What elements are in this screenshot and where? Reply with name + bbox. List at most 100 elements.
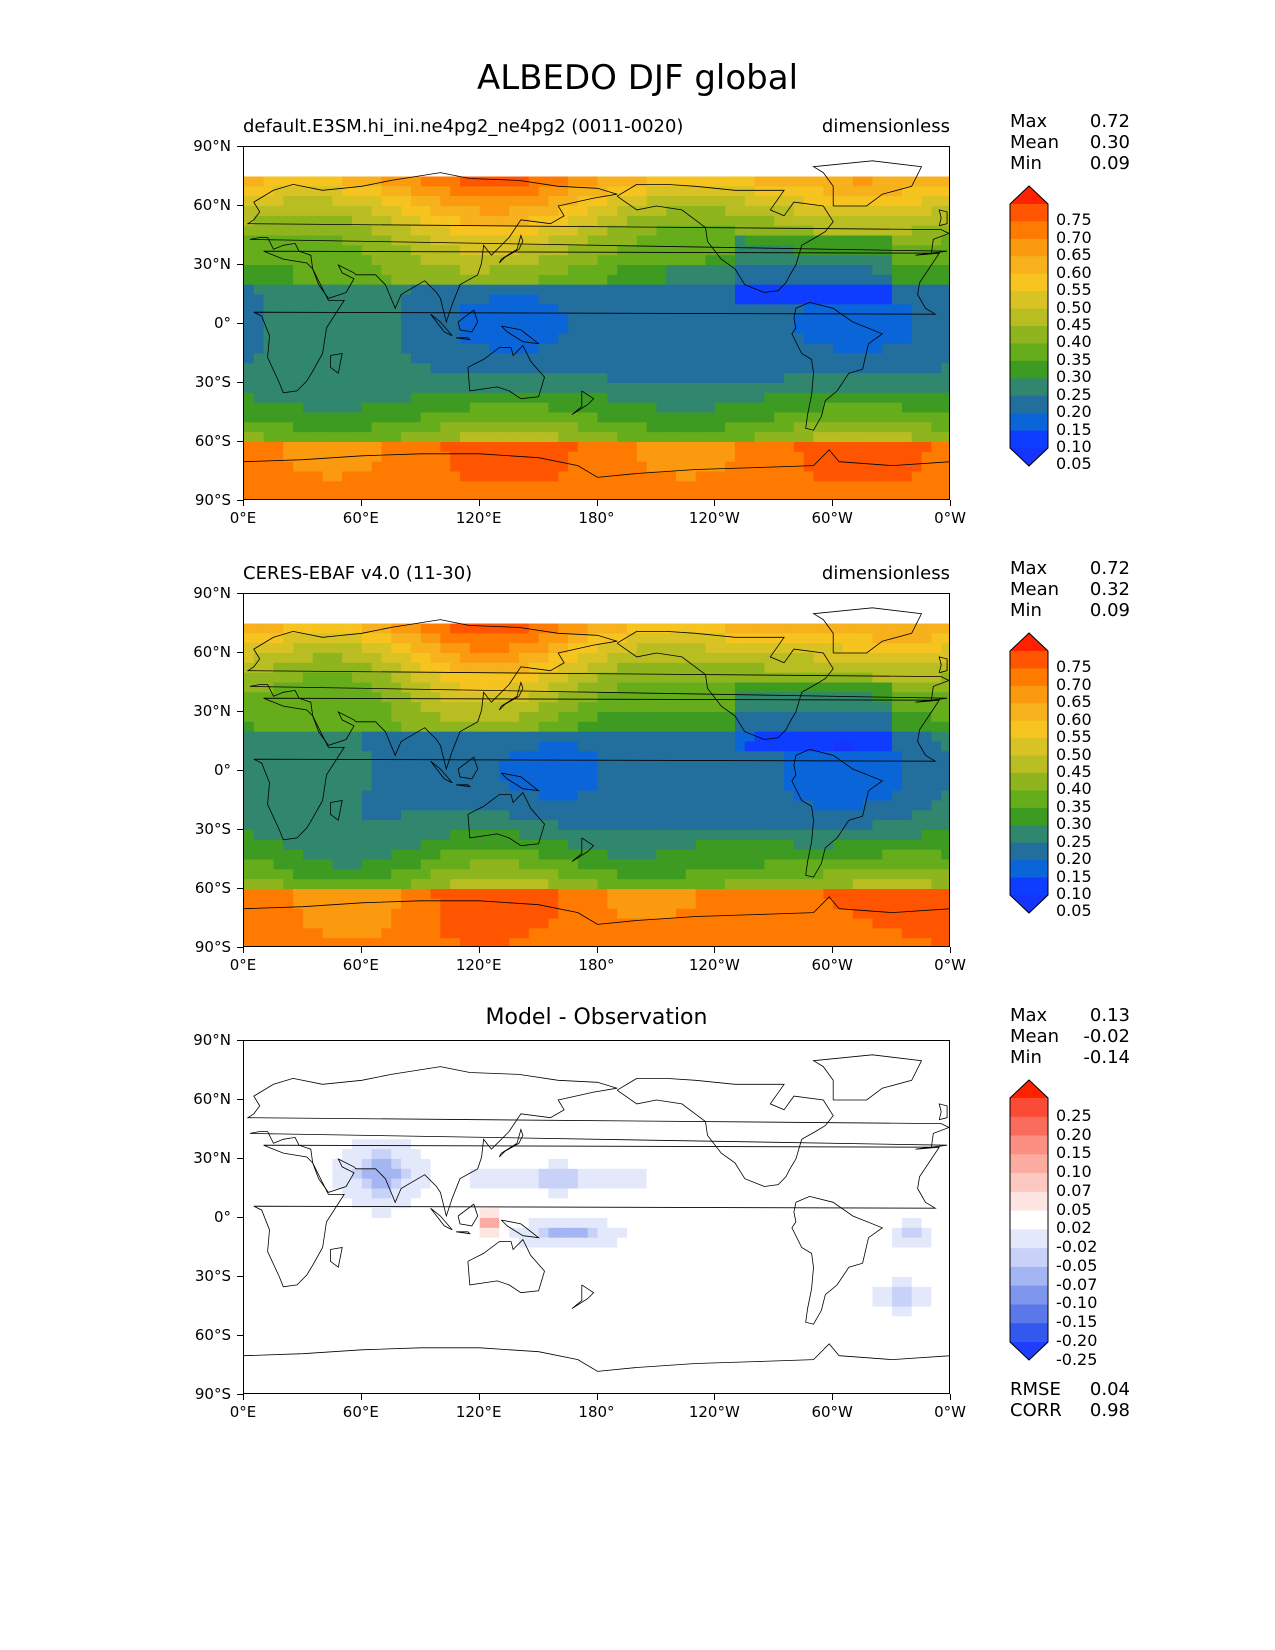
colorbar-tick-label: -0.10: [1056, 1293, 1098, 1313]
lat-tick-label: 30°S: [194, 1267, 231, 1285]
lon-tick-label: 0°E: [229, 956, 257, 974]
colorbar-band: [1010, 221, 1048, 240]
lat-tick-mark: [237, 770, 243, 771]
coastline: [938, 1103, 948, 1121]
colorbar-band: [1010, 720, 1048, 739]
lon-tick-mark: [596, 500, 598, 506]
stat-min-label: Min: [1010, 153, 1042, 174]
coastline: [501, 1219, 540, 1239]
coastline: [244, 1343, 949, 1372]
map-field: [244, 147, 949, 499]
colorbar-band: [1010, 1191, 1048, 1212]
colorbar-extend-min: [1010, 895, 1048, 913]
lon-tick-mark: [596, 1394, 598, 1400]
colorbar-band: [1010, 773, 1048, 791]
lat-tick-mark: [237, 888, 243, 889]
lon-tick-mark: [832, 500, 834, 506]
lon-tick-label: 60°E: [342, 509, 379, 527]
coastline: [616, 184, 834, 293]
lon-tick-label: 0°W: [934, 956, 966, 974]
colorbar-tick-label: 0.75: [1056, 657, 1092, 677]
lat-tick-label: 90°N: [193, 1031, 231, 1049]
colorbar-tick-label: 0.60: [1056, 262, 1092, 282]
stat-mean-label: Mean: [1010, 1026, 1060, 1047]
lat-tick-label: 90°N: [193, 584, 231, 602]
colorbar-band: [1010, 204, 1048, 222]
coastline: [938, 656, 948, 674]
lat-tick-label: 30°S: [194, 373, 231, 391]
map-frame: [243, 146, 950, 500]
colorbar-extend-max: [1010, 1080, 1048, 1098]
lat-tick-mark: [237, 1276, 243, 1277]
coastline: [457, 756, 479, 780]
colorbar-tick-label: 0.10: [1056, 437, 1092, 456]
colorbar-band: [1010, 238, 1048, 257]
colorbar-tick-label: 0.25: [1056, 831, 1092, 851]
colorbar-band: [1010, 273, 1048, 292]
lat-tick-label: 30°N: [193, 255, 231, 273]
lon-tick-mark: [360, 500, 362, 506]
stat-max-label: Max: [1010, 1005, 1048, 1026]
colorbar-outline: [1009, 632, 1049, 914]
colorbar-tick-label: 0.75: [1056, 210, 1092, 230]
colorbar-extend-max: [1010, 633, 1048, 651]
lat-tick-mark: [237, 500, 243, 501]
lat-tick-label: 60°N: [193, 196, 231, 214]
colorbar-tick-label: -0.02: [1056, 1237, 1098, 1257]
lat-tick-mark: [237, 829, 243, 830]
colorbar-tick-label: 0.15: [1056, 1143, 1092, 1163]
colorbar-band: [1010, 291, 1048, 310]
lon-tick-label: 180°: [578, 956, 615, 974]
lat-tick-label: 90°N: [193, 137, 231, 155]
lon-tick-mark: [243, 1394, 244, 1400]
colorbar-band: [1010, 343, 1048, 362]
coastline: [430, 1207, 453, 1231]
coastline: [812, 607, 923, 654]
colorbar-tick-label: 0.15: [1056, 866, 1092, 886]
lat-tick-label: 90°S: [194, 491, 231, 509]
lat-tick-label: 30°N: [193, 702, 231, 720]
colorbar-tick-label: -0.15: [1056, 1312, 1098, 1332]
lon-tick-label: 60°E: [342, 956, 379, 974]
coastline: [430, 313, 453, 337]
stat-mean-value: 0.32: [1089, 579, 1130, 600]
coastline: [244, 449, 949, 478]
coastline: [812, 1054, 923, 1101]
stat-corr-value: 0.98: [1089, 1400, 1130, 1421]
coastline: [246, 619, 949, 771]
stat-min-value: 0.09: [1089, 153, 1130, 174]
colorbar-tick-label: -0.05: [1056, 1255, 1098, 1275]
colorbar-tick-label: 0.50: [1056, 744, 1092, 764]
lat-tick-label: 0°: [213, 314, 231, 332]
coastline: [616, 1078, 834, 1187]
colorbar-outline: [1009, 185, 1049, 467]
lon-tick-mark: [950, 947, 951, 953]
lat-tick-label: 60°S: [194, 1326, 231, 1344]
lon-tick-mark: [596, 947, 598, 953]
lat-tick-mark: [237, 711, 243, 712]
coastline: [457, 309, 479, 333]
coastline: [571, 390, 595, 415]
colorbar-tick-label: 0.35: [1056, 796, 1092, 816]
lon-tick-mark: [243, 947, 244, 953]
lon-tick-label: 180°: [578, 1403, 615, 1421]
colorbar-band: [1010, 378, 1048, 397]
colorbar-tick-label: 0.15: [1056, 419, 1092, 439]
coastline: [456, 1231, 471, 1235]
map-frame: [243, 593, 950, 947]
lon-tick-label: 180°: [578, 509, 615, 527]
stat-max-value: 0.72: [1089, 558, 1130, 579]
stat-min-label: Min: [1010, 1047, 1042, 1068]
coastline: [246, 172, 949, 324]
coastline: [253, 1144, 940, 1288]
colorbar-tick-label: 0.20: [1056, 1124, 1092, 1144]
colorbar-band: [1010, 703, 1048, 722]
map-field: [244, 1041, 949, 1393]
colorbar-tick-label: 0.55: [1056, 727, 1092, 747]
coastline: [430, 760, 453, 784]
lon-tick-mark: [714, 500, 716, 506]
coastline: [812, 160, 923, 207]
lon-tick-mark: [478, 1394, 480, 1400]
lat-tick-label: 60°S: [194, 879, 231, 897]
lat-tick-mark: [237, 205, 243, 206]
